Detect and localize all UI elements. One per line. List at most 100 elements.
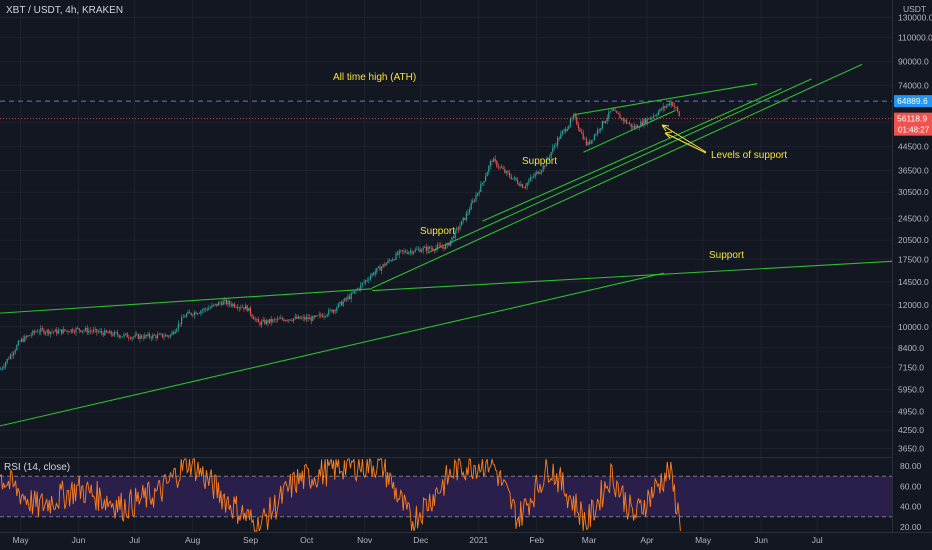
candle-body xyxy=(629,123,631,124)
candle-body xyxy=(168,335,170,337)
candle-body xyxy=(326,314,328,317)
rsi-line xyxy=(0,458,681,532)
time-tick-label: Nov xyxy=(357,535,373,545)
candle-body xyxy=(576,116,578,125)
candle-body xyxy=(141,335,143,338)
rsi-title[interactable]: RSI (14, close) xyxy=(4,462,71,473)
candle-body xyxy=(152,334,154,339)
candle-body xyxy=(221,303,223,305)
candle-body xyxy=(392,259,394,261)
candle-body xyxy=(373,273,375,275)
candle-body xyxy=(115,332,117,333)
candle-body xyxy=(384,264,386,266)
bar-countdown-label: 01:48:27 xyxy=(898,126,930,135)
candle-body xyxy=(219,302,221,304)
candle-body xyxy=(385,263,387,266)
candle-body xyxy=(205,308,207,310)
price-tick-label: 4250.0 xyxy=(898,425,924,435)
rsi-tick-label: 60.00 xyxy=(900,481,922,491)
rsi-tick-label: 20.00 xyxy=(900,522,922,532)
candle-body xyxy=(365,280,367,283)
candle-body xyxy=(617,112,619,115)
candle-body xyxy=(561,131,563,134)
candle-body xyxy=(393,259,395,261)
candle-body xyxy=(238,307,240,309)
candle-body xyxy=(192,314,194,316)
candle-body xyxy=(333,309,335,313)
candle-body xyxy=(64,329,66,331)
candle-body xyxy=(1,367,3,369)
candle-body xyxy=(640,121,642,128)
candle-body xyxy=(409,250,411,253)
candle-body xyxy=(398,250,400,255)
candle-body xyxy=(136,334,138,335)
candle-body xyxy=(120,336,122,338)
candle-body xyxy=(646,118,648,124)
candle-body xyxy=(128,337,130,339)
candle-body xyxy=(537,171,539,174)
candle-body xyxy=(477,193,479,196)
arrow-icon xyxy=(661,124,707,153)
candle-body xyxy=(259,322,261,325)
time-tick-label: Dec xyxy=(413,535,429,545)
grid xyxy=(0,0,892,532)
time-tick-label: 2021 xyxy=(469,535,488,545)
candle-body xyxy=(241,307,243,308)
candle-body xyxy=(104,330,106,336)
candle-body xyxy=(97,331,99,333)
price-tick-label: 110000.0 xyxy=(898,32,932,42)
price-tick-label: 8400.0 xyxy=(898,343,924,353)
candle-body xyxy=(424,246,426,248)
candle-body xyxy=(480,183,482,192)
candle-body xyxy=(619,114,621,119)
candle-body xyxy=(272,319,274,323)
candle-body xyxy=(569,119,571,126)
candle-body xyxy=(366,280,368,281)
candle-body xyxy=(457,228,459,230)
price-tick-label: 12000.0 xyxy=(898,300,929,310)
candle-body xyxy=(592,139,594,141)
candle-body xyxy=(485,176,487,182)
candle-body xyxy=(504,169,506,173)
candle-body xyxy=(157,334,159,339)
candle-body xyxy=(573,115,575,119)
candle-body xyxy=(446,243,448,245)
candle-body xyxy=(150,337,152,339)
candle-body xyxy=(425,246,427,251)
candle-body xyxy=(309,317,311,320)
symbol-title[interactable]: XBT / USDT, 4h, KRAKEN xyxy=(6,5,124,16)
candle-body xyxy=(585,138,587,145)
candle-body xyxy=(57,330,59,334)
candle-body xyxy=(262,319,264,322)
candle-body xyxy=(37,331,39,333)
candle-body xyxy=(235,307,237,308)
candle-body xyxy=(363,282,365,283)
candle-body xyxy=(305,317,307,320)
candle-body xyxy=(257,319,259,323)
candle-body xyxy=(673,106,675,108)
candle-body xyxy=(465,213,467,220)
candle-body xyxy=(502,168,504,170)
candle-body xyxy=(408,252,410,254)
price-tick-label: 7150.0 xyxy=(898,362,924,372)
candle-body xyxy=(206,309,208,310)
candle-body xyxy=(352,292,354,294)
candle-body xyxy=(131,337,133,339)
price-tick-label: 44500.0 xyxy=(898,142,929,152)
price-tick-label: 74000.0 xyxy=(898,80,929,90)
candle-body xyxy=(56,329,58,334)
candle-body xyxy=(229,300,231,305)
candle-body xyxy=(589,141,591,144)
candle-body xyxy=(545,159,547,167)
candle-body xyxy=(611,109,613,112)
candle-body xyxy=(251,314,253,318)
candle-body xyxy=(48,329,50,334)
candle-body xyxy=(65,330,67,332)
trendline xyxy=(371,63,863,289)
candle-body xyxy=(389,260,391,261)
candle-body xyxy=(166,335,168,336)
candle-body xyxy=(129,338,131,339)
ath-price-badge xyxy=(894,95,932,108)
